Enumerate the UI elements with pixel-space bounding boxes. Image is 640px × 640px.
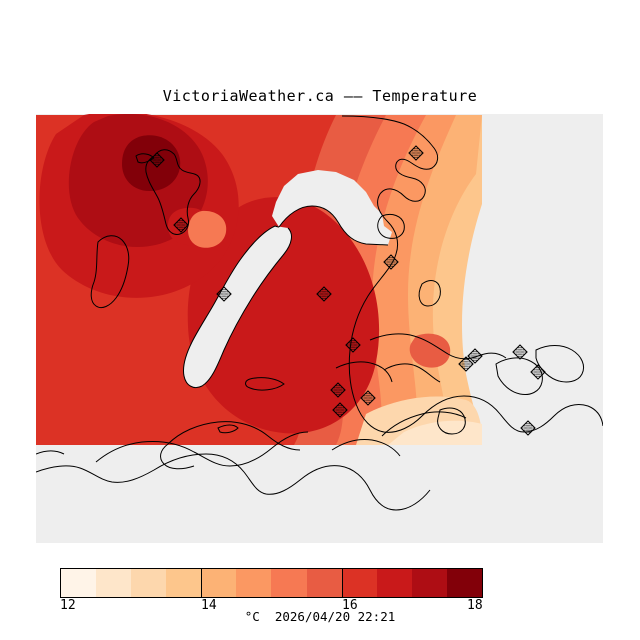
coast-south-east-arm2	[331, 439, 401, 457]
coast-south-mainland	[36, 453, 431, 511]
station-marker[interactable]	[332, 402, 348, 418]
station-marker[interactable]	[458, 356, 474, 372]
station-marker[interactable]	[467, 348, 483, 364]
water-bodies	[183, 170, 392, 388]
colorbar-swatches[interactable]	[60, 568, 483, 598]
coast-south-inner	[95, 431, 309, 467]
station-marker[interactable]	[216, 286, 232, 302]
colorbar-label-14: 14	[201, 598, 217, 613]
colorbar-label-16: 16	[342, 598, 358, 613]
temperature-map-panel[interactable]	[36, 114, 603, 543]
water-north-inlet	[272, 170, 392, 245]
station-marker[interactable]	[330, 382, 346, 398]
colorbar[interactable]	[60, 568, 483, 598]
station-marker[interactable]	[383, 254, 399, 270]
mask-outside-data	[36, 114, 603, 543]
geography-masks	[36, 114, 603, 543]
contour-core-17p5	[122, 135, 181, 192]
coast-west-edge	[36, 450, 65, 455]
contour-band-se-lighter	[388, 420, 482, 445]
contour-pocket-east	[409, 333, 451, 368]
water-channel	[183, 226, 292, 388]
station-marker[interactable]	[360, 390, 376, 406]
station-marker[interactable]	[512, 344, 528, 360]
contour-patch-nw-right	[188, 210, 227, 248]
colorbar-swatch-0	[61, 569, 97, 597]
coastlines	[36, 115, 603, 511]
coast-central-west	[183, 225, 292, 389]
coast-central-join	[274, 225, 280, 228]
coast-small-island-a	[245, 377, 285, 391]
coast-nw-island	[145, 149, 201, 235]
temperature-contour-svg	[36, 114, 603, 543]
station-marker[interactable]	[345, 337, 361, 353]
coast-se-bay2	[383, 363, 441, 383]
coast-islet-c	[418, 280, 441, 307]
colorbar-swatch-8	[341, 569, 377, 597]
colorbar-swatch-11	[446, 569, 482, 597]
coast-se-bay3	[335, 361, 393, 383]
coast-islet-b	[377, 213, 405, 239]
colorbar-swatch-9	[376, 569, 412, 597]
map-clip	[36, 114, 603, 543]
station-marker[interactable]	[520, 420, 536, 436]
coast-south-islet	[217, 424, 239, 434]
colorbar-swatch-10	[411, 569, 447, 597]
colorbar-swatch-3	[166, 569, 202, 597]
station-marker[interactable]	[149, 152, 165, 168]
colorbar-label-18: 18	[467, 598, 483, 613]
colorbar-tick-labels: 12 14 16 18	[0, 598, 640, 614]
colorbar-swatch-5	[236, 569, 272, 597]
station-marker[interactable]	[408, 145, 424, 161]
coast-south-east-arm	[381, 411, 467, 437]
coast-central-north	[278, 205, 389, 246]
coast-se-islet3	[437, 407, 466, 435]
contour-field	[36, 114, 484, 445]
coast-se-bay	[369, 333, 507, 360]
colorbar-ticks	[60, 568, 483, 605]
station-marker[interactable]	[530, 364, 546, 380]
coast-nw-island2	[90, 235, 130, 309]
colorbar-tick-14	[201, 568, 202, 598]
page-title: VictoriaWeather.ca —— Temperature	[162, 87, 478, 105]
station-marker[interactable]	[173, 217, 189, 233]
coast-mainland-east	[341, 115, 603, 433]
colorbar-swatch-7	[306, 569, 342, 597]
colorbar-label-12: 12	[60, 598, 76, 613]
colorbar-swatch-4	[201, 569, 237, 597]
contour-lobe-16	[187, 197, 380, 434]
coast-south-island-left	[160, 443, 195, 470]
station-markers[interactable]	[149, 145, 546, 436]
colorbar-swatch-1	[96, 569, 132, 597]
colorbar-tick-16	[342, 568, 343, 598]
colorbar-caption: °C 2026/04/20 22:21	[244, 609, 396, 624]
colorbar-swatch-6	[271, 569, 307, 597]
coast-south-island-top	[167, 421, 301, 451]
colorbar-swatch-2	[131, 569, 167, 597]
station-marker[interactable]	[316, 286, 332, 302]
coast-se-island2	[535, 345, 585, 383]
